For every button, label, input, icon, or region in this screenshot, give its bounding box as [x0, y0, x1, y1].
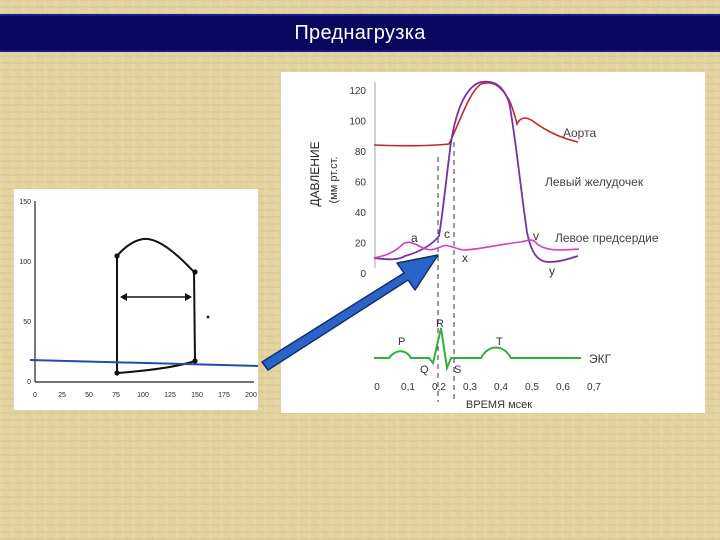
left-ventricle-label: Левый желудочек [545, 175, 644, 189]
wiggers-x-tick-label: 0,2 [432, 382, 446, 393]
wiggers-y-tick-label: 40 [355, 208, 367, 219]
pressure-volume-loop-chart: 150 100 50 0 0 25 50 75 100 125 150 175 200 [19, 199, 257, 399]
wave-label-a: a [411, 231, 418, 245]
wiggers-x-tick-label: 0,4 [494, 382, 508, 393]
ecg-label-s: S [454, 364, 461, 376]
pv-x-tick-label: 125 [164, 392, 176, 399]
pv-y-tick-label: 0 [27, 379, 31, 386]
ecg-label-r: R [436, 318, 444, 330]
ecg-label-t: T [496, 336, 503, 348]
pv-x-tick-label: 175 [218, 392, 230, 399]
pv-point-mitral-close [192, 358, 198, 364]
pv-x-tick-label: 50 [85, 392, 93, 399]
pv-y-tick-label: 100 [19, 259, 31, 266]
wiggers-x-tick-label: 0 [374, 382, 380, 393]
pv-x-tick-label: 75 [112, 392, 120, 399]
wiggers-y-tick-label: 20 [355, 239, 367, 250]
left-atrium-label: Левое предсердие [555, 231, 659, 245]
wiggers-x-tick-label: 0,3 [463, 382, 477, 393]
y-axis-unit: (мм рт.ст. [328, 157, 340, 204]
wave-label-v: v [533, 229, 539, 243]
slide-title: Преднагрузка [294, 22, 426, 44]
wave-label-y: y [549, 264, 555, 278]
left-ventricle-pressure-curve [373, 80, 579, 263]
y-axis-label: ДАВЛЕНИЕ [308, 141, 322, 206]
title-bar: Преднагрузка [0, 14, 720, 52]
wiggers-y-tick-label: 0 [360, 269, 366, 280]
aorta-label: Аорта [563, 126, 596, 140]
wave-label-x: x [462, 251, 468, 265]
pv-point-mitral-open [114, 370, 120, 376]
stroke-volume-arrowhead-right [185, 293, 192, 301]
pressure-volume-loop-panel: 150 100 50 0 0 25 50 75 100 125 150 175 200 [14, 189, 258, 410]
pv-point-aortic-close [114, 253, 120, 259]
wiggers-x-tick-label: 0,7 [587, 382, 601, 393]
pv-x-tick-label: 25 [58, 392, 66, 399]
ecg-label-q: Q [420, 364, 429, 376]
wiggers-diagram-panel: 120 100 80 60 40 20 0 0 0,1 0,2 0,3 0,4 0,5 0,6 0,7 Д… [281, 72, 705, 413]
pv-x-tick-label: 100 [137, 392, 149, 399]
pv-y-tick-label: 150 [19, 199, 31, 206]
pv-loop-curve [116, 237, 197, 375]
wiggers-x-tick-label: 0,5 [525, 382, 539, 393]
wiggers-y-tick-label: 60 [355, 178, 367, 189]
x-axis-label: ВРЕМЯ мсек [466, 399, 532, 411]
wiggers-x-tick-label: 0,6 [556, 382, 570, 393]
pv-x-tick-label: 0 [33, 392, 37, 399]
pv-point-aortic-open [192, 269, 198, 275]
pv-y-tick-label: 50 [23, 319, 31, 326]
pv-x-tick-label: 200 [245, 392, 257, 399]
wiggers-diagram-chart: 120 100 80 60 40 20 0 0 0,1 0,2 0,3 0,4 0,5 0,6 0,7 Д… [308, 80, 659, 411]
wiggers-y-tick-label: 100 [349, 117, 366, 128]
ecg-label-p: P [398, 336, 405, 348]
wiggers-y-tick-label: 80 [355, 147, 367, 158]
ecg-trace [374, 327, 581, 372]
aorta-pressure-curve [373, 82, 579, 147]
left-atrium-pressure-curve [373, 239, 580, 259]
wiggers-x-tick-label: 0,1 [401, 382, 415, 393]
wiggers-y-tick-label: 120 [349, 86, 366, 97]
stroke-volume-arrowhead-left [120, 293, 127, 301]
ecg-label: ЭКГ [589, 352, 612, 366]
pv-dot-mark [206, 315, 210, 319]
pv-x-tick-label: 150 [191, 392, 203, 399]
wave-label-c: c [444, 227, 450, 241]
